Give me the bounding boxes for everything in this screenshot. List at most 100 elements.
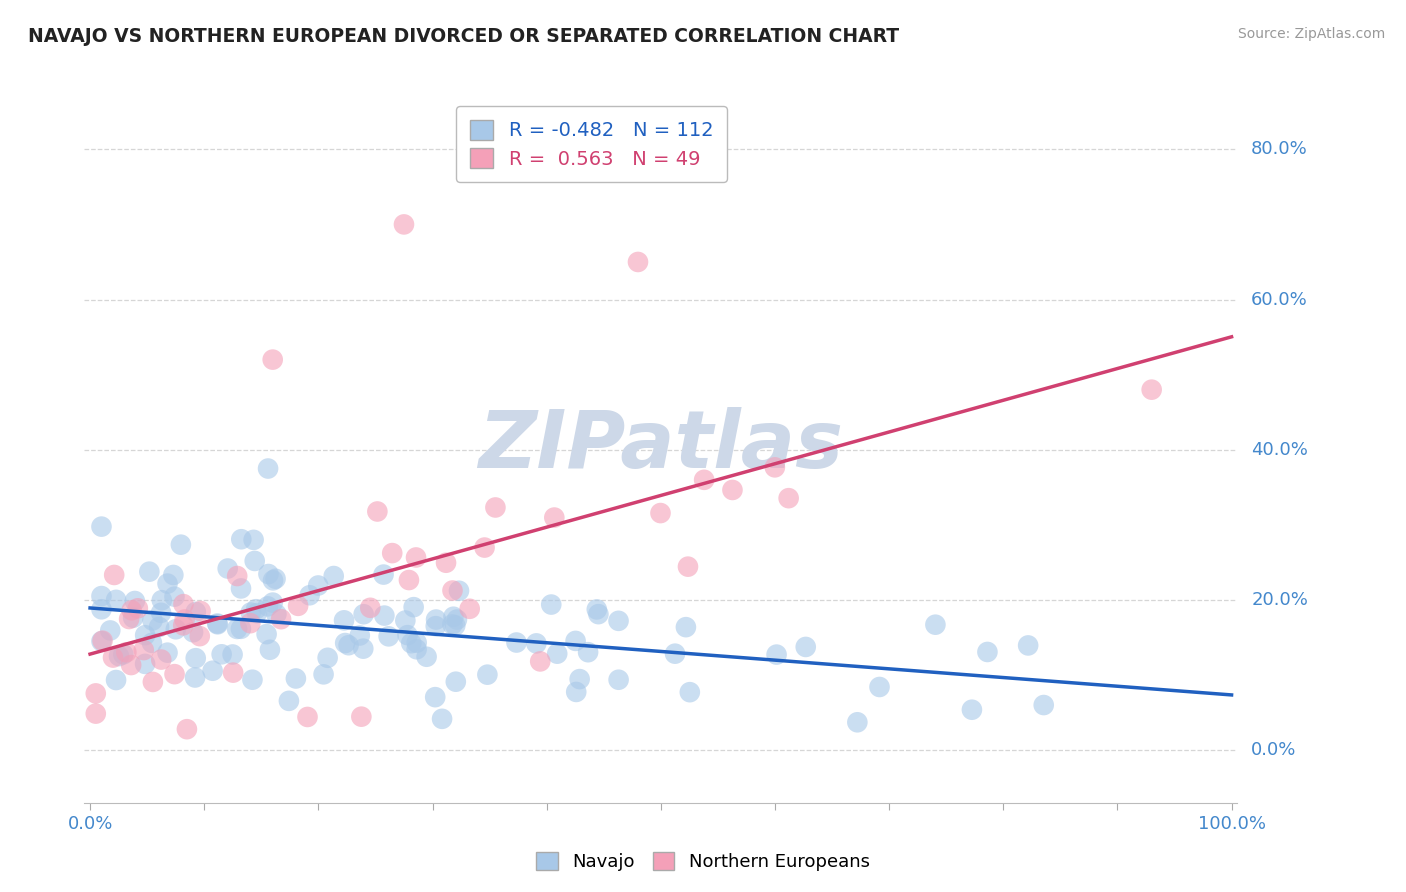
Point [138, 565, 160, 579]
Point [184, 605, 207, 619]
Text: Source: ZipAtlas.com: Source: ZipAtlas.com [1237, 27, 1385, 41]
Point [222, 665, 245, 680]
Point [118, 612, 141, 626]
Point [120, 658, 142, 673]
Point [676, 559, 699, 574]
Point [679, 685, 702, 699]
Point [239, 616, 262, 631]
Point [441, 583, 464, 598]
Point [150, 593, 173, 607]
Text: 0.0%: 0.0% [1251, 741, 1296, 759]
Point [266, 607, 288, 621]
Point [101, 650, 124, 665]
Point [277, 694, 299, 708]
Point [108, 649, 131, 664]
Point [366, 504, 388, 518]
Point [172, 597, 194, 611]
Point [256, 599, 278, 614]
Point [1017, 639, 1039, 653]
Point [425, 690, 447, 705]
Point [259, 642, 281, 657]
Point [434, 556, 457, 570]
Point [568, 672, 591, 686]
Point [184, 651, 207, 665]
Point [441, 617, 464, 632]
Point [150, 652, 173, 666]
Point [134, 657, 156, 671]
Point [226, 569, 249, 583]
Point [188, 629, 211, 643]
Point [217, 561, 239, 575]
Point [869, 680, 891, 694]
Point [211, 648, 233, 662]
Point [675, 620, 697, 634]
Point [398, 573, 420, 587]
Point [163, 590, 186, 604]
Point [540, 598, 562, 612]
Point [165, 622, 187, 636]
Point [765, 648, 787, 662]
Point [105, 673, 128, 687]
Point [546, 647, 568, 661]
Point [112, 648, 135, 662]
Point [229, 622, 252, 636]
Point [156, 646, 179, 660]
Point [405, 550, 427, 565]
Point [474, 541, 496, 555]
Point [333, 613, 356, 627]
Point [721, 483, 744, 497]
Point [377, 629, 399, 643]
Point [141, 636, 163, 650]
Point [262, 352, 284, 367]
Point [425, 619, 447, 633]
Point [226, 622, 249, 636]
Point [229, 582, 252, 596]
Point [90, 634, 112, 648]
Point [405, 642, 427, 657]
Point [176, 722, 198, 736]
Point [312, 667, 335, 681]
Point [524, 636, 547, 650]
Point [98, 624, 121, 638]
Point [245, 602, 267, 616]
Point [405, 635, 427, 649]
Text: 60.0%: 60.0% [1251, 291, 1308, 309]
Point [607, 673, 630, 687]
Point [284, 672, 307, 686]
Legend: Navajo, Northern Europeans: Navajo, Northern Europeans [529, 845, 877, 879]
Point [349, 628, 371, 642]
Point [976, 645, 998, 659]
Point [607, 614, 630, 628]
Point [353, 607, 375, 622]
Text: 20.0%: 20.0% [1251, 591, 1308, 609]
Point [430, 712, 453, 726]
Point [447, 583, 470, 598]
Point [693, 473, 716, 487]
Point [231, 533, 253, 547]
Point [207, 617, 229, 632]
Point [115, 645, 138, 659]
Point [444, 618, 467, 632]
Point [90, 519, 112, 533]
Point [564, 633, 586, 648]
Point [399, 636, 422, 650]
Point [529, 654, 551, 668]
Point [257, 461, 280, 475]
Point [394, 614, 416, 628]
Point [443, 609, 465, 624]
Point [122, 611, 145, 625]
Point [794, 640, 817, 654]
Point [148, 620, 170, 634]
Point [359, 600, 381, 615]
Point [124, 594, 146, 608]
Point [484, 500, 506, 515]
Point [162, 568, 184, 582]
Point [84, 706, 107, 721]
Point [239, 606, 262, 620]
Point [243, 554, 266, 568]
Point [184, 671, 207, 685]
Point [352, 641, 374, 656]
Point [242, 673, 264, 687]
Point [446, 613, 468, 627]
Legend: R = -0.482   N = 112, R =  0.563   N = 49: R = -0.482 N = 112, R = 0.563 N = 49 [457, 106, 727, 182]
